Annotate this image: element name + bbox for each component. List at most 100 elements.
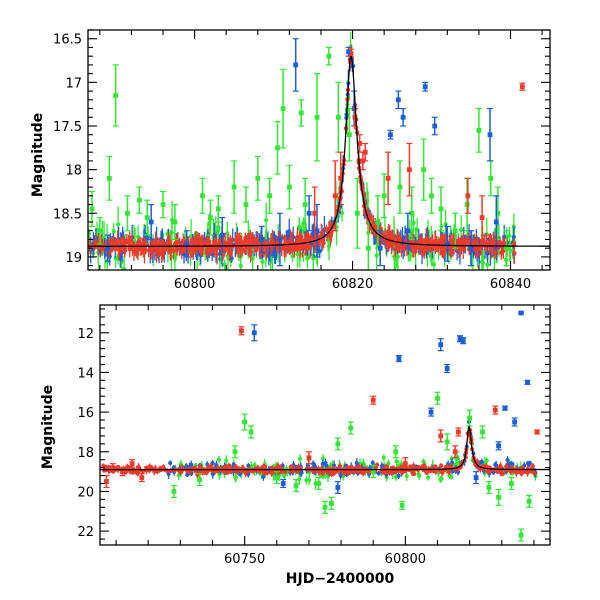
top-frame — [87, 29, 551, 271]
top-green-point — [255, 175, 261, 181]
top-band-red-point — [153, 243, 159, 248]
top-band-red-point — [372, 224, 378, 230]
top-blue-point — [293, 62, 299, 68]
top-blue-point — [400, 114, 406, 120]
top-band-red-point — [234, 239, 240, 244]
bottom-green-point — [486, 485, 492, 490]
top-green-point — [144, 215, 150, 221]
bottom-band-red-point — [234, 469, 239, 474]
bottom-band-green-point — [307, 477, 312, 482]
bottom-band-red-point — [209, 464, 214, 469]
bottom-band-green-point — [426, 475, 431, 480]
top-green-point — [200, 193, 205, 199]
top-band-red-point — [116, 246, 121, 252]
bottom-band-red-point — [229, 468, 234, 473]
top-red-point — [407, 167, 412, 173]
bottom-band-red-point — [106, 464, 111, 470]
top-band-red-point — [155, 251, 161, 256]
top-green-point — [286, 184, 292, 190]
bottom-red-point — [438, 433, 444, 439]
top-green-point — [125, 210, 130, 216]
bottom-band-blue-point — [456, 470, 461, 475]
top-model-curve — [88, 55, 550, 247]
bottom-band-blue-point — [370, 460, 375, 465]
top-blue-point — [468, 245, 474, 251]
top-band-red-point — [472, 239, 477, 244]
top-green-point — [438, 206, 444, 212]
top-green-point — [298, 110, 304, 116]
bottom-red-point — [492, 407, 498, 413]
top-band-red-point — [253, 240, 258, 246]
bottom-x-axis-title: HJD−2400000 — [286, 571, 395, 587]
bottom-band-green-point — [386, 461, 391, 466]
bottom-band-red-point — [149, 465, 154, 470]
top-band-red-point — [264, 250, 269, 256]
top-red-point — [312, 210, 318, 216]
top-green-point — [421, 167, 427, 173]
top-band-red-point — [146, 248, 151, 253]
bottom-band-red-point — [347, 470, 352, 475]
bottom-red-point — [455, 429, 461, 435]
top-blue-point — [422, 84, 428, 90]
bottom-frame — [99, 304, 551, 546]
bottom-red-point — [129, 461, 135, 467]
bottom-red-point — [452, 449, 458, 455]
top-blue-point — [346, 49, 352, 55]
top-green-point — [231, 184, 237, 190]
top-band-red-point — [424, 237, 429, 242]
bottom-green-point — [348, 425, 354, 431]
bottom-band-blue-point — [261, 474, 266, 479]
bottom-x-tick-label: 60800 — [385, 552, 426, 567]
bottom-red-point — [306, 455, 312, 461]
bottom-band-red-point — [448, 464, 454, 469]
top-band-green-point — [116, 222, 121, 227]
top-green-point — [89, 206, 95, 212]
bottom-band-red-point — [179, 465, 184, 470]
bottom-band-blue-point — [320, 461, 325, 466]
top-red-point — [479, 215, 485, 221]
top-red-point — [332, 193, 338, 199]
top-green-point — [347, 132, 352, 138]
bottom-band-blue-point — [246, 463, 251, 468]
top-red-point — [465, 193, 471, 199]
top-green-point — [280, 106, 286, 111]
bottom-plot-area — [100, 310, 550, 542]
bottom-blue-point — [473, 475, 479, 480]
top-band-red-point — [397, 237, 402, 243]
top-band-red-point — [135, 246, 141, 251]
top-band-red-point — [499, 250, 504, 255]
top-green-point — [208, 215, 213, 221]
bottom-green-point — [370, 469, 376, 475]
bottom-band-blue-point — [185, 472, 190, 477]
top-plot-area — [88, 31, 550, 275]
bottom-red-point — [120, 469, 125, 475]
bottom-band-blue-point — [505, 458, 510, 463]
top-band-green-point — [96, 271, 100, 275]
top-band-red-point — [197, 240, 202, 245]
top-blue-point — [314, 228, 320, 234]
bottom-green-point — [171, 489, 177, 494]
bottom-red-point — [110, 465, 116, 471]
top-band-red-point — [139, 246, 145, 252]
top-green-point — [464, 202, 470, 207]
top-band-green-point — [485, 262, 490, 267]
top-band-red-point — [456, 247, 461, 253]
bottom-band-red-point — [504, 464, 509, 469]
bottom-band-blue-point — [376, 471, 381, 476]
top-green-point — [314, 114, 320, 120]
top-blue-point — [219, 232, 225, 238]
bottom-y-tick-label: 14 — [77, 366, 94, 381]
top-green-point — [215, 206, 221, 212]
bottom-green-point — [435, 395, 440, 401]
bottom-green-point — [335, 441, 341, 447]
top-band-red-point — [109, 238, 115, 243]
bottom-band-red-point — [329, 472, 334, 477]
top-band-red-point — [180, 241, 186, 246]
bottom-band-green-point — [321, 456, 326, 461]
bottom-y-tick-label: 12 — [77, 327, 94, 342]
top-band-red-point — [456, 238, 461, 243]
top-blue-point — [395, 97, 401, 103]
top-green-point — [365, 245, 371, 251]
bottom-band-red-point — [439, 463, 444, 468]
top-x-tick-label: 60840 — [490, 277, 531, 292]
